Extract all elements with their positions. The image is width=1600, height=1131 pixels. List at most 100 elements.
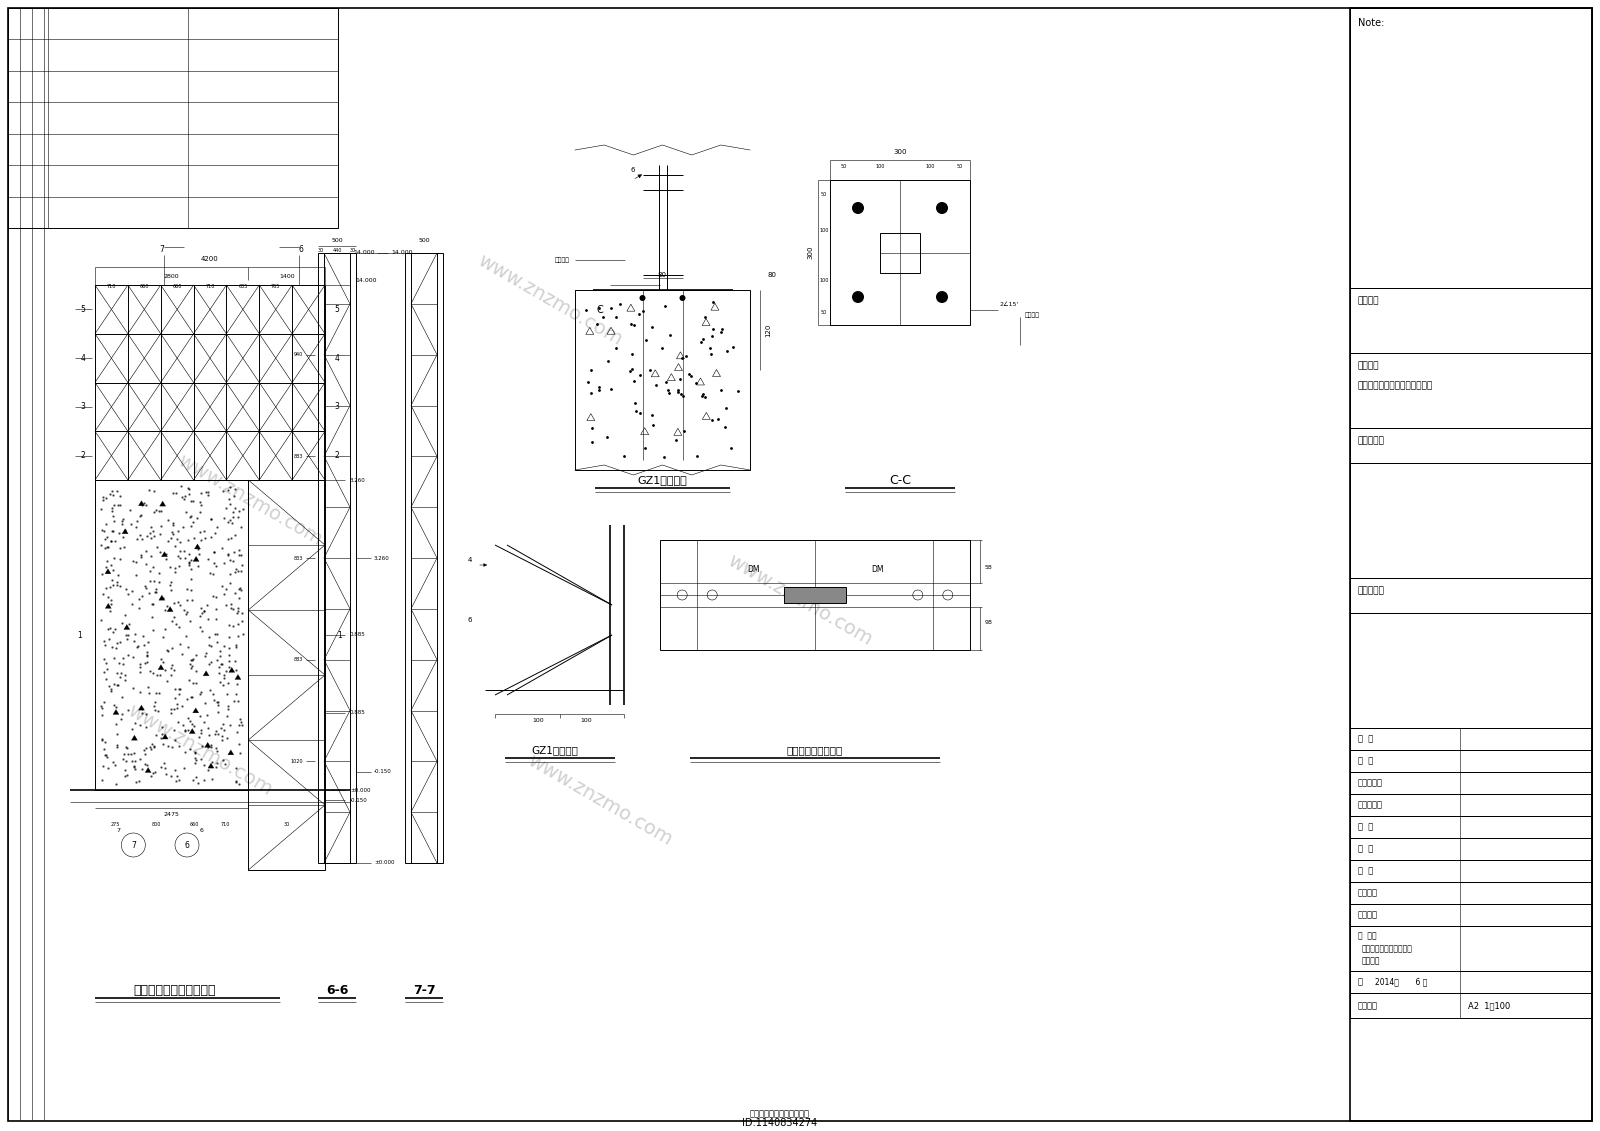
Text: A2  1：100: A2 1：100: [1469, 1001, 1510, 1010]
Text: 7: 7: [117, 829, 120, 834]
Circle shape: [936, 202, 947, 214]
Point: [176, 545, 202, 563]
Point: [107, 538, 133, 556]
Point: [192, 647, 218, 665]
Point: [150, 589, 176, 607]
Point: [98, 602, 123, 620]
Point: [198, 510, 224, 528]
Point: [176, 553, 202, 571]
Point: [165, 696, 190, 714]
Point: [147, 543, 173, 561]
Point: [189, 599, 214, 618]
Point: [176, 556, 202, 575]
Point: [168, 549, 194, 567]
Point: [149, 725, 174, 743]
Point: [107, 664, 133, 682]
Point: [136, 684, 162, 702]
Point: [174, 532, 200, 550]
Text: 0.885: 0.885: [350, 632, 366, 638]
Point: [210, 732, 235, 750]
Point: [102, 698, 128, 716]
Point: [194, 596, 219, 614]
Point: [195, 483, 221, 501]
Text: 800: 800: [152, 822, 162, 828]
Point: [205, 633, 230, 651]
Point: [178, 580, 203, 598]
Point: [226, 603, 251, 621]
Point: [155, 642, 181, 661]
Text: 2∠15': 2∠15': [1000, 302, 1019, 308]
Point: [90, 487, 115, 506]
Bar: [784, 587, 846, 603]
Point: [203, 758, 229, 776]
Point: [106, 654, 131, 672]
Point: [227, 580, 253, 598]
Point: [171, 759, 197, 777]
Point: [667, 370, 693, 388]
Text: 883: 883: [294, 657, 302, 662]
Point: [171, 722, 197, 740]
Point: [181, 513, 206, 532]
Point: [643, 377, 669, 395]
Point: [229, 561, 254, 579]
Point: [90, 699, 115, 717]
Point: [187, 607, 213, 625]
Point: [152, 620, 178, 638]
Point: [114, 580, 139, 598]
Point: [211, 554, 237, 572]
Point: [106, 567, 131, 585]
Text: 80: 80: [768, 271, 778, 278]
Point: [214, 545, 240, 563]
Point: [98, 532, 123, 550]
Point: [88, 536, 114, 554]
Polygon shape: [139, 705, 144, 710]
Point: [94, 538, 120, 556]
Point: [186, 727, 211, 745]
Text: 1: 1: [78, 630, 82, 639]
Point: [170, 646, 195, 664]
Bar: [1350, 728, 1592, 750]
Text: 14.000: 14.000: [355, 277, 376, 283]
Point: [160, 484, 186, 502]
Text: www.znzmo.com: www.znzmo.com: [474, 251, 626, 349]
Point: [182, 753, 208, 771]
Point: [176, 671, 202, 689]
Point: [187, 618, 213, 636]
Text: 广告牌背立面结构布置图: 广告牌背立面结构布置图: [134, 984, 216, 996]
Point: [139, 734, 165, 752]
Point: [173, 605, 198, 623]
Point: [162, 608, 187, 627]
Point: [230, 500, 256, 518]
Point: [179, 650, 205, 668]
Point: [226, 562, 251, 580]
Point: [128, 507, 154, 525]
Point: [701, 293, 726, 311]
Point: [88, 611, 114, 629]
Point: [128, 716, 154, 734]
Point: [166, 596, 192, 614]
Point: [110, 649, 136, 667]
Point: [200, 566, 226, 584]
Text: 6: 6: [200, 829, 203, 834]
Point: [158, 523, 184, 541]
Point: [141, 482, 166, 500]
Polygon shape: [203, 671, 210, 676]
Point: [130, 587, 155, 605]
Point: [202, 543, 227, 561]
Bar: [1350, 750, 1592, 772]
Polygon shape: [106, 603, 112, 608]
Point: [152, 759, 178, 777]
Point: [211, 509, 237, 527]
Point: [619, 345, 645, 363]
Text: 审  定: 审 定: [1358, 734, 1373, 743]
Point: [149, 718, 174, 736]
Point: [178, 612, 203, 630]
Text: 100: 100: [875, 164, 885, 170]
Point: [154, 672, 179, 690]
Point: [168, 634, 194, 653]
Point: [104, 715, 130, 733]
Point: [166, 771, 192, 789]
Bar: [1350, 926, 1592, 972]
Point: [221, 543, 246, 561]
Point: [222, 480, 248, 498]
